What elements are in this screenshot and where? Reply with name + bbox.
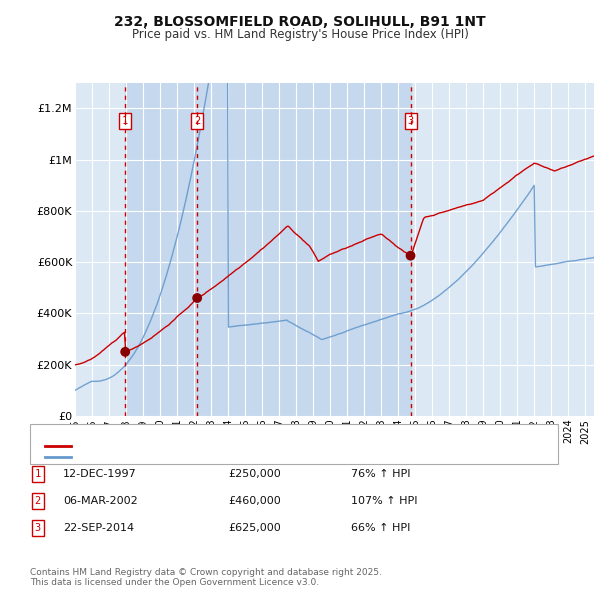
- Text: 1: 1: [35, 469, 41, 478]
- Text: 107% ↑ HPI: 107% ↑ HPI: [351, 496, 418, 506]
- Text: £625,000: £625,000: [228, 523, 281, 533]
- Text: 232, BLOSSOMFIELD ROAD, SOLIHULL, B91 1NT (detached house): 232, BLOSSOMFIELD ROAD, SOLIHULL, B91 1N…: [74, 441, 417, 451]
- Text: 22-SEP-2014: 22-SEP-2014: [63, 523, 134, 533]
- Text: 232, BLOSSOMFIELD ROAD, SOLIHULL, B91 1NT: 232, BLOSSOMFIELD ROAD, SOLIHULL, B91 1N…: [114, 15, 486, 30]
- Point: [121, 347, 130, 356]
- Text: Contains HM Land Registry data © Crown copyright and database right 2025.
This d: Contains HM Land Registry data © Crown c…: [30, 568, 382, 587]
- Text: 06-MAR-2002: 06-MAR-2002: [63, 496, 138, 506]
- Text: 3: 3: [35, 523, 41, 533]
- Point: [406, 251, 415, 260]
- Bar: [197, 83, 410, 416]
- Text: 76% ↑ HPI: 76% ↑ HPI: [351, 469, 410, 478]
- Text: 12-DEC-1997: 12-DEC-1997: [63, 469, 137, 478]
- Text: 66% ↑ HPI: 66% ↑ HPI: [351, 523, 410, 533]
- Text: Price paid vs. HM Land Registry's House Price Index (HPI): Price paid vs. HM Land Registry's House …: [131, 28, 469, 41]
- Text: 2: 2: [194, 116, 200, 126]
- Text: 2: 2: [35, 496, 41, 506]
- Text: £460,000: £460,000: [228, 496, 281, 506]
- Text: HPI: Average price, detached house, Solihull: HPI: Average price, detached house, Soli…: [74, 453, 305, 462]
- Text: 3: 3: [407, 116, 413, 126]
- Point: [193, 293, 202, 303]
- Bar: [125, 83, 197, 416]
- Text: 1: 1: [122, 116, 128, 126]
- Text: £250,000: £250,000: [228, 469, 281, 478]
